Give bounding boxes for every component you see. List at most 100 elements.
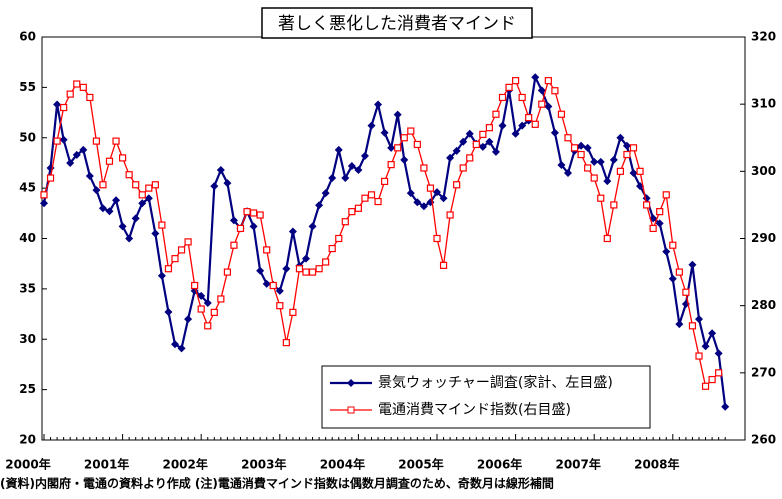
marker <box>256 266 265 275</box>
marker <box>629 144 638 152</box>
marker <box>171 255 179 263</box>
marker <box>191 281 199 290</box>
marker <box>177 246 186 254</box>
marker <box>59 135 68 144</box>
marker <box>164 265 173 273</box>
marker <box>157 271 166 280</box>
marker <box>584 164 592 172</box>
marker <box>263 246 271 254</box>
marker <box>518 121 527 130</box>
marker <box>446 153 455 162</box>
marker <box>177 344 186 353</box>
marker <box>426 184 435 192</box>
marker <box>308 222 317 231</box>
marker <box>590 174 598 182</box>
marker <box>616 167 625 175</box>
marker <box>577 141 586 150</box>
x-tick-label: 2003年 <box>241 457 286 472</box>
marker <box>210 182 219 191</box>
marker <box>216 165 225 174</box>
marker <box>544 102 553 111</box>
marker <box>662 191 670 199</box>
marker <box>158 221 166 229</box>
marker <box>413 198 422 207</box>
marker <box>511 129 520 138</box>
marker <box>636 167 644 175</box>
marker <box>86 93 94 102</box>
marker <box>407 127 415 135</box>
marker <box>131 214 140 223</box>
marker <box>360 151 369 160</box>
marker <box>406 189 415 198</box>
marker <box>151 181 159 189</box>
marker <box>99 181 107 189</box>
marker <box>472 140 480 149</box>
marker <box>367 191 376 199</box>
marker <box>668 274 677 283</box>
legend-box <box>321 365 651 429</box>
marker <box>145 184 153 192</box>
marker <box>348 208 356 216</box>
marker <box>531 120 539 128</box>
marker <box>420 164 428 172</box>
x-tick-label: 2008年 <box>634 457 679 472</box>
marker <box>197 305 205 313</box>
marker <box>708 375 716 384</box>
marker <box>688 260 697 269</box>
marker <box>551 87 559 95</box>
marker <box>570 144 579 152</box>
marker <box>40 191 48 199</box>
marker <box>465 129 474 138</box>
marker <box>250 209 258 217</box>
marker <box>413 140 421 149</box>
marker <box>491 147 500 156</box>
marker <box>341 218 349 226</box>
marker <box>132 181 140 189</box>
x-tick-label: 2005年 <box>398 457 443 472</box>
marker <box>302 254 310 263</box>
marker <box>321 189 330 198</box>
y2-tick-label: 310 <box>751 97 776 111</box>
marker <box>223 179 232 188</box>
marker <box>354 204 362 212</box>
marker <box>669 241 677 249</box>
marker <box>610 201 618 209</box>
marker <box>701 382 710 390</box>
marker <box>289 308 297 316</box>
marker <box>315 265 323 273</box>
marker <box>492 110 500 118</box>
marker <box>275 286 284 295</box>
marker <box>498 121 507 130</box>
marker <box>85 172 94 181</box>
marker <box>53 100 62 109</box>
footnote: (資料)内閣府・電通の資料より作成 (注)電通消費マインド指数は偶数月調査のため… <box>0 476 554 491</box>
marker <box>269 281 277 290</box>
marker <box>452 146 461 155</box>
marker <box>708 329 717 338</box>
marker <box>92 186 101 195</box>
marker <box>282 264 291 273</box>
marker <box>334 145 343 154</box>
marker <box>439 194 448 203</box>
marker <box>596 157 605 166</box>
marker <box>714 349 723 358</box>
marker <box>164 308 173 317</box>
marker <box>347 161 356 170</box>
marker <box>138 191 146 199</box>
marker <box>400 134 408 142</box>
marker <box>66 158 75 167</box>
marker <box>112 137 120 145</box>
marker <box>361 194 369 202</box>
y-tick-label: 60 <box>19 30 36 44</box>
marker <box>367 121 376 130</box>
marker <box>394 144 402 152</box>
marker <box>151 229 160 238</box>
marker <box>459 164 467 172</box>
marker <box>550 128 559 137</box>
legend-marker <box>347 379 355 387</box>
marker <box>623 150 631 159</box>
marker <box>577 150 585 159</box>
marker <box>629 169 638 178</box>
y2-tick-label: 260 <box>751 433 776 447</box>
marker <box>466 154 474 162</box>
